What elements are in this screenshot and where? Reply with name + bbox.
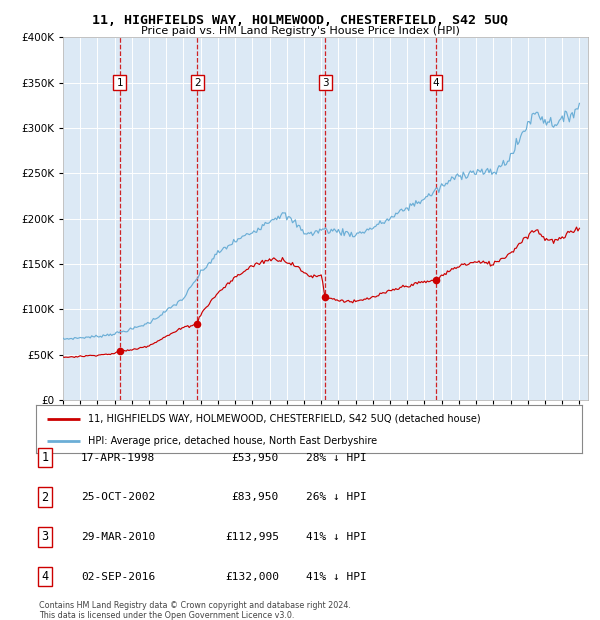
Text: £83,950: £83,950 xyxy=(232,492,279,502)
Text: 28% ↓ HPI: 28% ↓ HPI xyxy=(306,453,367,463)
Text: £112,995: £112,995 xyxy=(225,532,279,542)
Text: 26% ↓ HPI: 26% ↓ HPI xyxy=(306,492,367,502)
Text: This data is licensed under the Open Government Licence v3.0.: This data is licensed under the Open Gov… xyxy=(39,611,295,620)
Text: £53,950: £53,950 xyxy=(232,453,279,463)
Text: 11, HIGHFIELDS WAY, HOLMEWOOD, CHESTERFIELD, S42 5UQ (detached house): 11, HIGHFIELDS WAY, HOLMEWOOD, CHESTERFI… xyxy=(88,414,481,423)
Text: 4: 4 xyxy=(433,78,439,87)
Text: 2: 2 xyxy=(41,491,49,503)
Text: HPI: Average price, detached house, North East Derbyshire: HPI: Average price, detached house, Nort… xyxy=(88,436,377,446)
Text: 3: 3 xyxy=(41,531,49,543)
Text: 17-APR-1998: 17-APR-1998 xyxy=(81,453,155,463)
Text: 29-MAR-2010: 29-MAR-2010 xyxy=(81,532,155,542)
Text: 2: 2 xyxy=(194,78,201,87)
Text: £132,000: £132,000 xyxy=(225,572,279,582)
Text: 3: 3 xyxy=(322,78,329,87)
Text: Price paid vs. HM Land Registry's House Price Index (HPI): Price paid vs. HM Land Registry's House … xyxy=(140,26,460,36)
Text: 1: 1 xyxy=(41,451,49,464)
Text: 41% ↓ HPI: 41% ↓ HPI xyxy=(306,532,367,542)
Text: 4: 4 xyxy=(41,570,49,583)
Text: 02-SEP-2016: 02-SEP-2016 xyxy=(81,572,155,582)
Text: 1: 1 xyxy=(116,78,123,87)
Text: 11, HIGHFIELDS WAY, HOLMEWOOD, CHESTERFIELD, S42 5UQ: 11, HIGHFIELDS WAY, HOLMEWOOD, CHESTERFI… xyxy=(92,14,508,27)
Text: 25-OCT-2002: 25-OCT-2002 xyxy=(81,492,155,502)
Text: Contains HM Land Registry data © Crown copyright and database right 2024.: Contains HM Land Registry data © Crown c… xyxy=(39,601,351,611)
Text: 41% ↓ HPI: 41% ↓ HPI xyxy=(306,572,367,582)
